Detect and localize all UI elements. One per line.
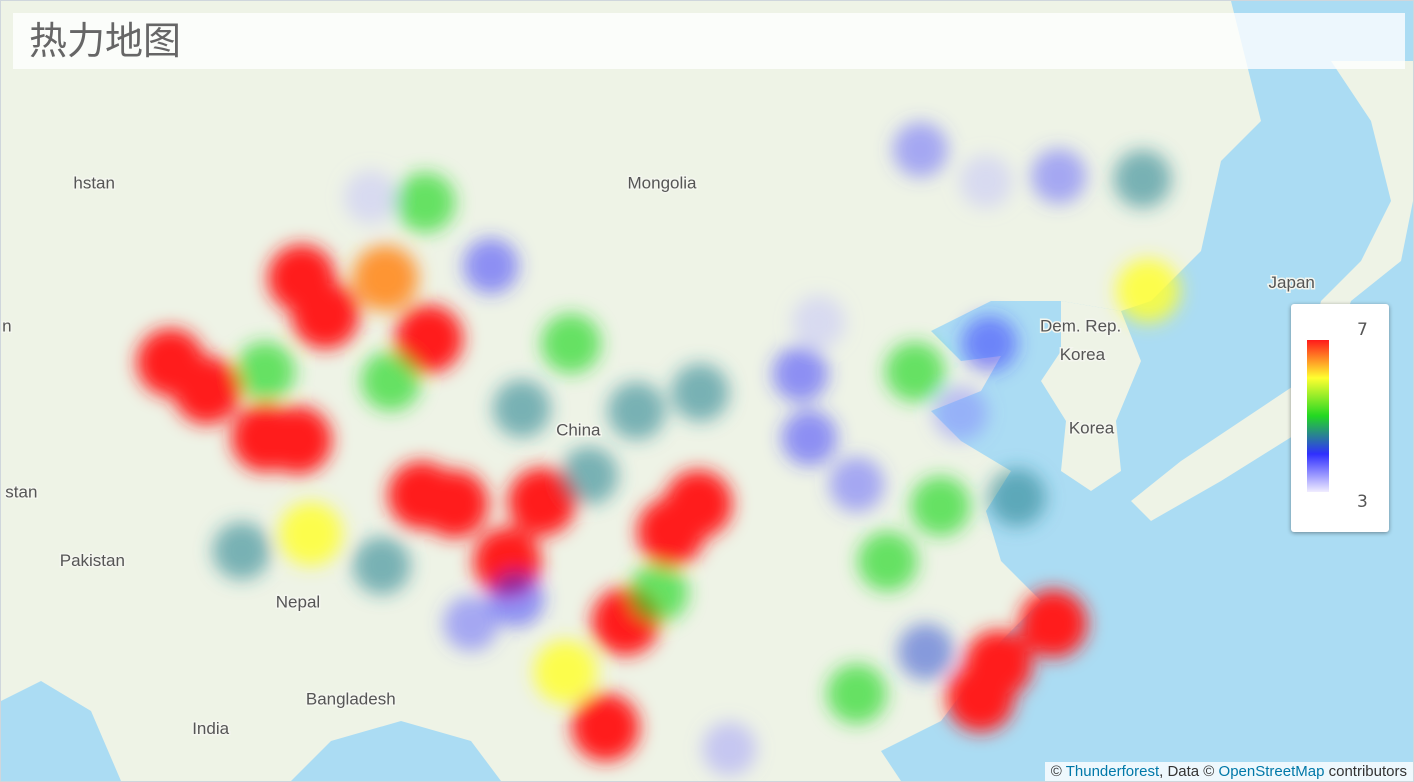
attr-suffix: contributors bbox=[1324, 763, 1407, 780]
heat-point bbox=[541, 313, 601, 374]
legend-min: 3 bbox=[1357, 492, 1368, 512]
heat-point bbox=[352, 245, 419, 312]
place-label: Dem. Rep. bbox=[1040, 316, 1121, 335]
heat-point bbox=[933, 385, 988, 441]
heat-point bbox=[212, 521, 271, 580]
heat-point bbox=[492, 379, 551, 438]
place-label: n bbox=[2, 316, 11, 335]
heat-point bbox=[264, 406, 332, 475]
heat-point bbox=[987, 468, 1046, 527]
heat-point bbox=[671, 363, 730, 422]
heat-point bbox=[462, 237, 519, 294]
bay-of-bengal bbox=[291, 721, 501, 781]
heat-point bbox=[884, 341, 945, 402]
heat-point bbox=[571, 693, 640, 762]
attr-link[interactable]: Thunderforest bbox=[1065, 763, 1160, 780]
heat-point bbox=[443, 595, 499, 652]
heat-point bbox=[791, 295, 846, 349]
attribution: © Thunderforest, Data © OpenStreetMap co… bbox=[1044, 762, 1413, 781]
place-label: Korea bbox=[1060, 345, 1106, 364]
place-label: Korea bbox=[1069, 418, 1115, 437]
legend-max: 7 bbox=[1357, 320, 1368, 340]
place-label: stan bbox=[5, 483, 37, 502]
heat-point bbox=[702, 721, 757, 776]
korea bbox=[1041, 301, 1141, 491]
heat-point bbox=[607, 381, 666, 440]
attr-link[interactable]: OpenStreetMap bbox=[1218, 763, 1325, 780]
heat-point bbox=[488, 570, 545, 627]
heat-point bbox=[395, 304, 464, 373]
place-label: hstan bbox=[73, 174, 115, 193]
heat-point bbox=[1031, 148, 1087, 204]
attr-prefix: © bbox=[1050, 763, 1066, 780]
heat-point bbox=[892, 122, 949, 178]
heat-point bbox=[278, 501, 343, 566]
arabian-sea bbox=[1, 681, 121, 781]
legend: 7 3 bbox=[1291, 304, 1389, 532]
heat-point bbox=[964, 629, 1033, 698]
place-label: Japan bbox=[1269, 273, 1315, 292]
heat-point bbox=[826, 663, 887, 724]
heat-point bbox=[959, 154, 1013, 209]
place-label: Mongolia bbox=[628, 174, 698, 193]
heat-point bbox=[560, 446, 619, 505]
heat-point bbox=[291, 280, 360, 349]
heat-layer bbox=[136, 122, 1180, 776]
heat-point bbox=[897, 623, 955, 681]
place-label: Nepal bbox=[276, 592, 320, 611]
heat-point bbox=[628, 562, 689, 623]
heat-point bbox=[829, 456, 885, 512]
japan bbox=[1131, 61, 1413, 521]
place-label: Pakistan bbox=[60, 551, 125, 570]
legend-gradient bbox=[1307, 340, 1329, 492]
heat-point bbox=[772, 346, 829, 403]
heat-point bbox=[235, 341, 296, 402]
title-bar: 热力地图 bbox=[13, 13, 1405, 69]
heat-point bbox=[173, 356, 241, 425]
place-label: India bbox=[192, 719, 229, 738]
heat-point bbox=[352, 536, 411, 595]
heat-point bbox=[857, 531, 918, 592]
attr-middle: , Data © bbox=[1159, 763, 1219, 780]
heat-point bbox=[360, 351, 421, 412]
heat-point bbox=[910, 476, 971, 537]
heat-point bbox=[507, 467, 576, 536]
heat-point bbox=[961, 315, 1018, 372]
heat-point bbox=[1019, 589, 1088, 658]
heat-point bbox=[781, 409, 838, 466]
heat-point bbox=[420, 469, 489, 538]
heat-point bbox=[533, 639, 598, 704]
sea bbox=[881, 1, 1413, 781]
heat-point bbox=[1115, 258, 1180, 323]
place-label: Bangladesh bbox=[306, 689, 396, 708]
heat-point bbox=[1113, 149, 1172, 208]
heat-point bbox=[664, 469, 733, 538]
heat-point bbox=[344, 170, 398, 224]
heat-point bbox=[395, 172, 456, 233]
place-label: China bbox=[556, 421, 601, 440]
map-labels: hstan n stan Pakistan Mongolia Japan Dem. Rep.… bbox=[1, 172, 1316, 739]
